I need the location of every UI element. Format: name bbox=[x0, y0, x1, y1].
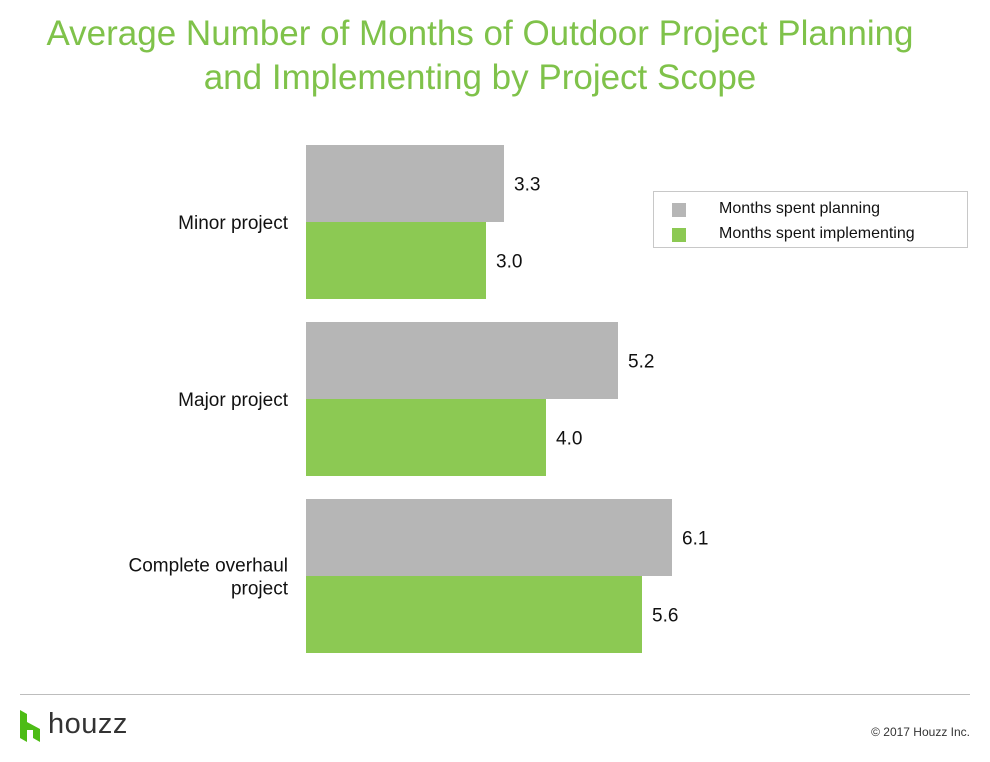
category-label-2-line-1: project bbox=[231, 579, 289, 600]
legend-label-implementing: Months spent implementing bbox=[719, 225, 915, 242]
legend-swatch-planning bbox=[672, 203, 686, 217]
legend-swatch-implementing bbox=[672, 228, 686, 242]
value-label-implementing-0: 3.0 bbox=[496, 252, 522, 273]
category-label-2-line-0: Complete overhaul bbox=[129, 556, 288, 577]
value-label-implementing-2: 5.6 bbox=[652, 606, 678, 627]
value-label-planning-0: 3.3 bbox=[514, 175, 540, 196]
chart-legend: Months spent planning Months spent imple… bbox=[653, 191, 968, 248]
chart-title-line-1: Average Number of Months of Outdoor Proj… bbox=[46, 14, 914, 53]
bar-implementing-1 bbox=[306, 399, 546, 476]
category-label-0: Minor project bbox=[178, 213, 289, 234]
footer-divider bbox=[20, 694, 970, 695]
bar-planning-0 bbox=[306, 145, 504, 222]
houzz-logo-icon bbox=[20, 710, 40, 742]
value-label-planning-2: 6.1 bbox=[682, 529, 708, 550]
legend-label-planning: Months spent planning bbox=[719, 200, 880, 217]
bar-implementing-2 bbox=[306, 576, 642, 653]
value-label-planning-1: 5.2 bbox=[628, 352, 654, 373]
legend-item-implementing: Months spent implementing bbox=[654, 225, 967, 247]
bar-implementing-0 bbox=[306, 222, 486, 299]
bar-planning-2 bbox=[306, 499, 672, 576]
bar-planning-1 bbox=[306, 322, 618, 399]
chart-title: Average Number of Months of Outdoor Proj… bbox=[0, 12, 960, 100]
houzz-logo-text: houzz bbox=[48, 708, 128, 740]
value-label-implementing-1: 4.0 bbox=[556, 429, 582, 450]
legend-item-planning: Months spent planning bbox=[654, 200, 967, 222]
chart-title-line-2: and Implementing by Project Scope bbox=[203, 58, 757, 97]
bar-chart: 3.3 3.0 Minor project 5.2 4.0 Major project 6.… bbox=[129, 145, 708, 653]
category-label-1: Major project bbox=[178, 390, 289, 411]
copyright-text: © 2017 Houzz Inc. bbox=[871, 725, 970, 739]
